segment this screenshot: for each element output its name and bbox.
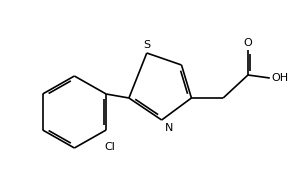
Text: N: N (165, 123, 173, 133)
Text: S: S (143, 40, 150, 50)
Text: O: O (243, 38, 252, 48)
Text: Cl: Cl (105, 142, 115, 152)
Text: OH: OH (272, 73, 289, 83)
